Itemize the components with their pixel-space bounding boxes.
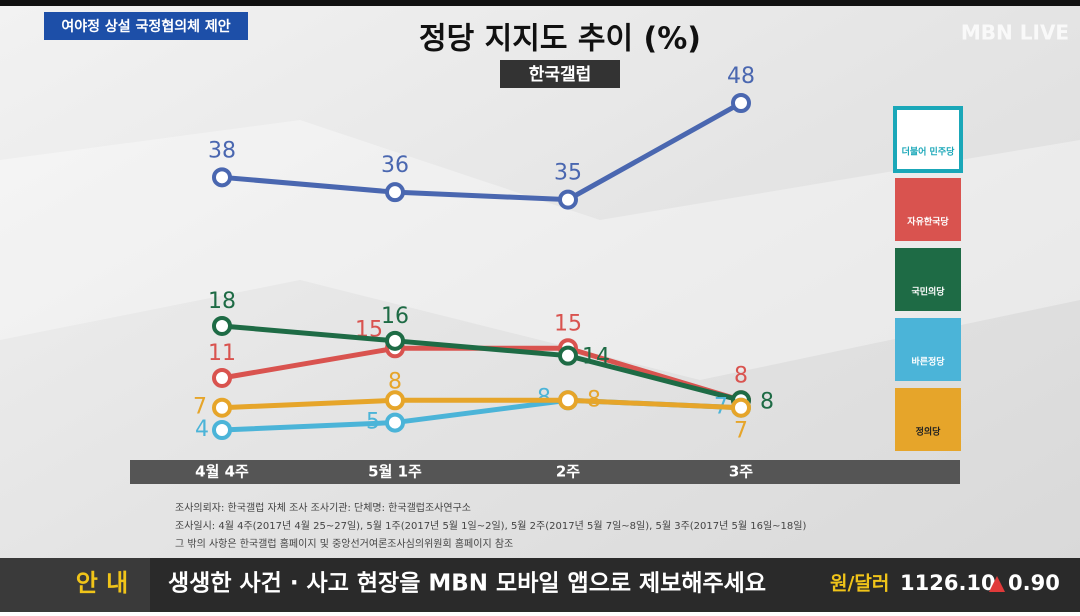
data-label: 16 [381, 304, 409, 329]
point [212, 367, 232, 388]
rate-label: 원/달러 [830, 573, 889, 595]
data-label: 8 [760, 389, 774, 414]
data-label: 4 [195, 417, 209, 442]
series-line [221, 323, 742, 403]
x-tick-label: 3주 [729, 463, 753, 481]
data-label: 48 [727, 64, 755, 89]
data-label: 38 [208, 138, 236, 163]
point [212, 167, 232, 188]
data-label: 11 [208, 341, 236, 366]
point [558, 189, 578, 210]
chart-title: 정당 지지도 추이 (%) [419, 22, 701, 57]
chart-subtitle: 한국갤럽 [529, 65, 592, 85]
note: 그 밖의 사항은 한국갤럽 홈페이지 및 중앙선거여론조사심의위원회 홈페이지 … [175, 537, 513, 550]
point [385, 412, 405, 433]
channel-logo: MBN LIVE [961, 21, 1069, 45]
data-label: 35 [554, 161, 582, 186]
point [385, 330, 405, 351]
note: 조사일시: 4월 4주(2017년 4월 25~27일), 5월 1주(2017… [175, 520, 806, 532]
point [212, 397, 232, 418]
ticker-bar [0, 558, 1080, 612]
point [731, 93, 751, 113]
rate-change: 0.90 [1008, 571, 1060, 595]
data-label: 36 [381, 153, 409, 178]
bg-shape [0, 120, 1080, 380]
data-label: 15 [554, 311, 582, 336]
data-label: 14 [582, 345, 610, 370]
data-label: 8 [388, 369, 402, 394]
point [558, 345, 578, 366]
legend-logo [895, 248, 961, 311]
legend-label: 국민의당 [911, 286, 945, 298]
data-label: 7 [193, 395, 207, 420]
legend-label: 바른정당 [911, 356, 945, 368]
legend-label: 정의당 [916, 426, 942, 438]
x-tick-label: 5월 1주 [368, 463, 422, 481]
point [385, 390, 405, 411]
ticker-message: 생생한 사건 · 사고 현장을 MBN 모바일 앱으로 제보해주세요 [168, 571, 766, 597]
point [212, 420, 232, 440]
series-line [221, 100, 743, 203]
note: 조사의뢰자: 한국갤럽 자체 조사 조사기관: 단체명: 한국갤럽조사연구소 [175, 502, 471, 514]
legend-logo [895, 178, 961, 241]
point [558, 390, 578, 411]
legend-label: 더불어 민주당 [902, 146, 956, 158]
banner: 여야정 상설 국정협의체 제안 [61, 18, 230, 35]
x-tick-label: 4월 4주 [195, 463, 249, 481]
legend-logo [895, 318, 961, 381]
rate: 1126.10 [900, 571, 996, 595]
point [731, 397, 751, 418]
series-line [221, 397, 742, 411]
up-arrow [989, 576, 1005, 592]
x-tick-label: 2주 [556, 463, 580, 481]
ticker-tag-box [0, 558, 150, 612]
data-label: 18 [208, 289, 236, 314]
data-label: 7 [734, 419, 748, 444]
point [212, 315, 232, 336]
ticker-tag: 안 내 [76, 569, 129, 597]
banner-box [44, 12, 248, 40]
data-label: 8 [734, 363, 748, 388]
subtitle-box [500, 60, 620, 88]
legend-label: 자유한국당 [907, 216, 949, 228]
data-label: 8 [587, 387, 601, 412]
category-bar [130, 460, 960, 484]
legend-logo [893, 106, 963, 173]
legend-logo [895, 388, 961, 451]
data-label: 5 [366, 410, 380, 435]
top-bar [0, 0, 1080, 6]
point [385, 182, 405, 203]
